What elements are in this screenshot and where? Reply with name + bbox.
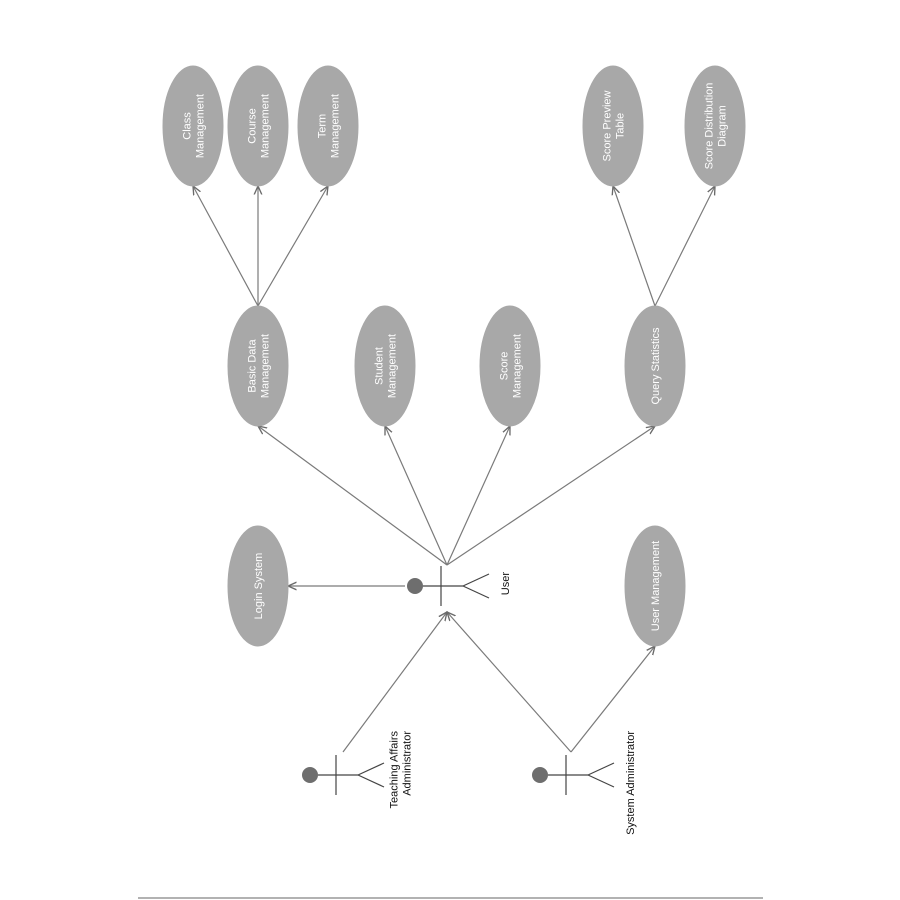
use-case-ellipse: [479, 305, 541, 427]
use-case-score-distribution-diagram[interactable]: Score DistributionDiagram: [684, 65, 746, 187]
use-case-label-line: Management: [195, 94, 207, 158]
use-case-class-management[interactable]: ClassManagement: [162, 65, 224, 187]
use-case-ellipse: [624, 305, 686, 427]
edge-basic-data-management-to-class-management: [193, 186, 259, 307]
use-case-ellipse: [354, 305, 416, 427]
use-case-label-line: Score Preview: [602, 90, 614, 161]
use-case-label: Score DistributionDiagram: [704, 83, 729, 170]
actor-label: Teaching AffairsAdministrator: [389, 731, 414, 809]
actor-label: User: [500, 572, 512, 596]
use-case-course-management[interactable]: CourseManagement: [227, 65, 289, 187]
use-case-label: StudentManagement: [374, 334, 399, 398]
use-case-label-line: Class: [182, 112, 194, 140]
use-case-label-line: Diagram: [717, 105, 729, 147]
use-case-ellipse: [162, 65, 224, 187]
use-case-label-line: Table: [615, 113, 627, 139]
actor-head-icon: [532, 767, 548, 783]
actor-user[interactable]: User: [407, 566, 512, 606]
use-case-label-line: Management: [260, 94, 272, 158]
edge-query-statistics-to-score-distribution-diagram: [654, 186, 715, 307]
use-case-label-line: Management: [260, 334, 272, 398]
actor-leg: [587, 762, 615, 776]
use-case-label: TermManagement: [317, 94, 342, 158]
use-case-label-line: Management: [512, 334, 524, 398]
use-case-label: Query Statistics: [650, 327, 662, 405]
stick-figure-icon: [302, 755, 385, 795]
actor-system-administrator[interactable]: System Administrator: [532, 731, 637, 835]
stick-figure-icon: [532, 755, 615, 795]
use-case-login-system[interactable]: Login System: [227, 525, 289, 647]
actor-leg: [462, 573, 490, 587]
actor-leg: [587, 774, 615, 788]
use-case-label-line: Basic Data: [247, 339, 259, 393]
use-case-score-management[interactable]: ScoreManagement: [479, 305, 541, 427]
edge-user-to-score-management: [446, 426, 510, 566]
edge-query-statistics-to-score-preview-table: [613, 186, 656, 307]
use-case-label-line: Score: [499, 352, 511, 381]
actor-label-line: User: [500, 572, 512, 596]
edge-user-to-basic-data-management: [258, 426, 448, 566]
use-case-label-line: Management: [387, 334, 399, 398]
use-case-score-preview-table[interactable]: Score PreviewTable: [582, 65, 644, 187]
use-case-user-management[interactable]: User Management: [624, 525, 686, 647]
use-case-ellipse: [684, 65, 746, 187]
use-case-label: CourseManagement: [247, 94, 272, 158]
use-case-label-line: User Management: [650, 541, 662, 632]
use-case-ellipse: [227, 525, 289, 647]
actor-label-line: System Administrator: [625, 731, 637, 835]
use-case-term-management[interactable]: TermManagement: [297, 65, 359, 187]
use-case-label: Login System: [253, 553, 265, 620]
use-case-label: ClassManagement: [182, 94, 207, 158]
actor-label: System Administrator: [625, 731, 637, 835]
edges-layer: [193, 186, 715, 753]
nodes-layer: ClassManagement CourseManagement TermManag…: [162, 65, 746, 835]
edge-system-administrator-to-user: [447, 612, 572, 753]
use-case-ellipse: [227, 65, 289, 187]
actor-label-line: Teaching Affairs: [389, 731, 401, 809]
stick-figure-icon: [407, 566, 490, 606]
edge-user-to-query-statistics: [446, 426, 655, 566]
actor-leg: [357, 774, 385, 788]
use-case-label-line: Login System: [253, 553, 265, 620]
use-case-label-line: Student: [374, 347, 386, 385]
edge-user-to-student-management: [385, 426, 448, 566]
actor-head-icon: [302, 767, 318, 783]
edge-system-administrator-to-user-management: [570, 646, 655, 753]
actor-label-line: Administrator: [402, 731, 414, 796]
use-case-label: ScoreManagement: [499, 334, 524, 398]
use-case-label: User Management: [650, 541, 662, 632]
actor-leg: [357, 762, 385, 776]
use-case-ellipse: [582, 65, 644, 187]
use-case-label: Basic DataManagement: [247, 334, 272, 398]
use-case-label: Score PreviewTable: [602, 90, 627, 161]
edge-basic-data-management-to-term-management: [257, 186, 328, 307]
use-case-label-line: Management: [330, 94, 342, 158]
use-case-label-line: Term: [317, 114, 329, 138]
use-case-query-statistics[interactable]: Query Statistics: [624, 305, 686, 427]
edge-teaching-affairs-administrator-to-user: [342, 612, 447, 753]
use-case-label-line: Score Distribution: [704, 83, 716, 170]
use-case-basic-data-management[interactable]: Basic DataManagement: [227, 305, 289, 427]
actor-leg: [462, 585, 490, 599]
use-case-label-line: Query Statistics: [650, 327, 662, 405]
use-case-ellipse: [297, 65, 359, 187]
use-case-ellipse: [624, 525, 686, 647]
use-case-label-line: Course: [247, 108, 259, 143]
use-case-ellipse: [227, 305, 289, 427]
use-case-student-management[interactable]: StudentManagement: [354, 305, 416, 427]
actor-head-icon: [407, 578, 423, 594]
actor-teaching-affairs-administrator[interactable]: Teaching AffairsAdministrator: [302, 731, 414, 809]
